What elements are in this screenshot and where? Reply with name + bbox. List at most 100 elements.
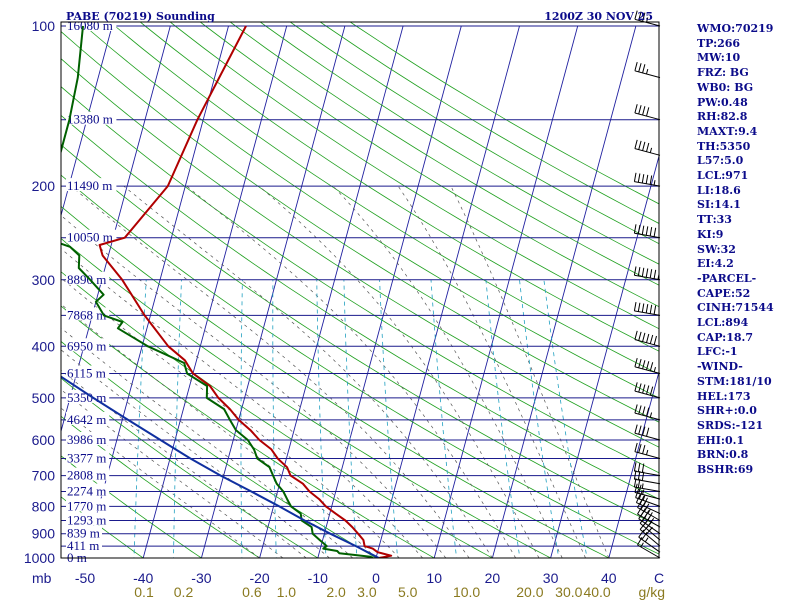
wind-barb (633, 302, 661, 316)
mixing-ratio-line (316, 279, 327, 558)
height-label: 7868 m (67, 307, 106, 322)
mixing-ratio-line (379, 279, 399, 558)
wind-barbs (633, 10, 661, 559)
mixing-ratio-label: 1.0 (277, 584, 297, 600)
height-label: 6950 m (67, 338, 106, 353)
pressure-tick-label: 400 (32, 338, 56, 354)
index-item: BRN:0.8 (697, 448, 749, 462)
wind-barb (634, 330, 661, 347)
isotherm-line (433, 25, 579, 558)
index-item: -WIND- (697, 360, 743, 374)
moist-adiabat-line (397, 185, 586, 558)
index-item: SHR+:0.0 (697, 404, 757, 418)
height-label-bg (66, 525, 102, 539)
index-item: LFC:-1 (697, 345, 738, 359)
station-title: PABE (70219) Sounding (66, 10, 215, 23)
dewpoint-trace (61, 25, 374, 558)
dry-adiabat-line (61, 238, 552, 558)
moist-adiabat-line (61, 215, 447, 558)
index-item: BSHR:69 (697, 463, 754, 477)
mixing-ratio-label: 5.0 (398, 584, 418, 600)
index-item: CAPE:52 (697, 286, 751, 300)
moist-adiabat-line (61, 248, 423, 558)
wind-barb (634, 483, 661, 500)
index-item: L57:5.0 (697, 154, 744, 168)
index-item: SI:14.1 (697, 198, 741, 212)
index-item: MW:10 (697, 51, 741, 65)
pressure-tick-label: 500 (32, 390, 56, 406)
temperature-unit-label: C (654, 570, 664, 586)
pressure-tick-label: 1000 (24, 550, 55, 566)
mixing-ratio-label: 3.0 (357, 584, 377, 600)
index-item: STM:181/10 (697, 374, 772, 388)
height-label: 3986 m (67, 432, 106, 447)
isotherm-line (200, 25, 346, 558)
temperature-tick-label: 40 (601, 570, 617, 586)
height-label: 411 m (67, 538, 99, 553)
mixing-ratio-unit: g/kg (639, 584, 665, 600)
wind-barb (633, 462, 661, 477)
isotherm-line (491, 25, 637, 558)
pressure-tick-label: 600 (32, 432, 56, 448)
height-label-bg (66, 411, 110, 425)
index-item: WB0: BG (697, 80, 754, 94)
index-item: LI:18.6 (697, 183, 741, 197)
pressure-tick-label: 900 (32, 526, 56, 542)
dry-adiabat-line (61, 377, 319, 558)
dry-adiabat-line (61, 496, 144, 558)
dry-adiabat-line (61, 305, 436, 558)
height-label: 1770 m (67, 498, 106, 513)
dry-adiabat-line (79, 22, 659, 399)
temperature-tick-label: 10 (426, 570, 442, 586)
height-label-bg (66, 178, 117, 192)
height-label: 2274 m (67, 484, 106, 499)
mixing-ratio-line (485, 279, 521, 558)
plot-frame (60, 21, 660, 559)
temperature-tick-label: -40 (133, 570, 153, 586)
index-item: -PARCEL- (697, 271, 757, 285)
wind-barb (633, 172, 661, 187)
mixing-ratio-line (272, 279, 277, 558)
wind-barb (634, 139, 661, 156)
index-item: TT:33 (697, 213, 732, 227)
temperature-tick-label: 20 (485, 570, 501, 586)
index-item: EHI:0.1 (697, 433, 745, 447)
temperature-tick-label: -30 (191, 570, 211, 586)
height-label: 3377 m (67, 451, 106, 466)
height-label-bg (66, 111, 117, 125)
mixing-ratio-line (543, 279, 588, 558)
temperature-tick-label: 0 (372, 570, 380, 586)
mixing-ratio-line (240, 279, 243, 558)
wind-barb (633, 224, 661, 239)
wind-barb (634, 357, 661, 374)
height-label-bg (66, 338, 110, 352)
moist-adiabat-line (332, 185, 563, 558)
isotherm-line (317, 25, 462, 558)
temperature-tick-label: -50 (75, 570, 95, 586)
mixing-ratio-line (430, 279, 458, 558)
height-label-bg (66, 432, 110, 445)
index-item: KI:9 (697, 227, 724, 241)
height-label-bg (66, 18, 117, 31)
pressure-tick-label: 700 (32, 468, 56, 484)
wind-barb (634, 424, 661, 441)
height-label: 13380 m (67, 112, 113, 127)
pressure-tick-label: 800 (32, 498, 56, 514)
temperature-tick-label: -20 (249, 570, 269, 586)
index-item: CINH:71544 (697, 301, 774, 315)
height-label-bg (66, 450, 110, 464)
moist-adiabat-line (186, 185, 517, 558)
mixing-ratio-label: 0.1 (134, 584, 154, 600)
dry-adiabat-line (61, 340, 377, 558)
index-item: WMO:70219 (697, 22, 774, 35)
index-item: PW:0.48 (697, 95, 748, 109)
height-label-bg (66, 483, 110, 497)
x-axis-unit: mb (32, 570, 52, 586)
mixing-ratio-label: 2.0 (326, 584, 346, 600)
index-item: LCL:971 (697, 169, 749, 183)
index-item: TH:5350 (697, 139, 751, 153)
moist-adiabat-line (123, 185, 493, 558)
isotherm-line (608, 370, 659, 558)
